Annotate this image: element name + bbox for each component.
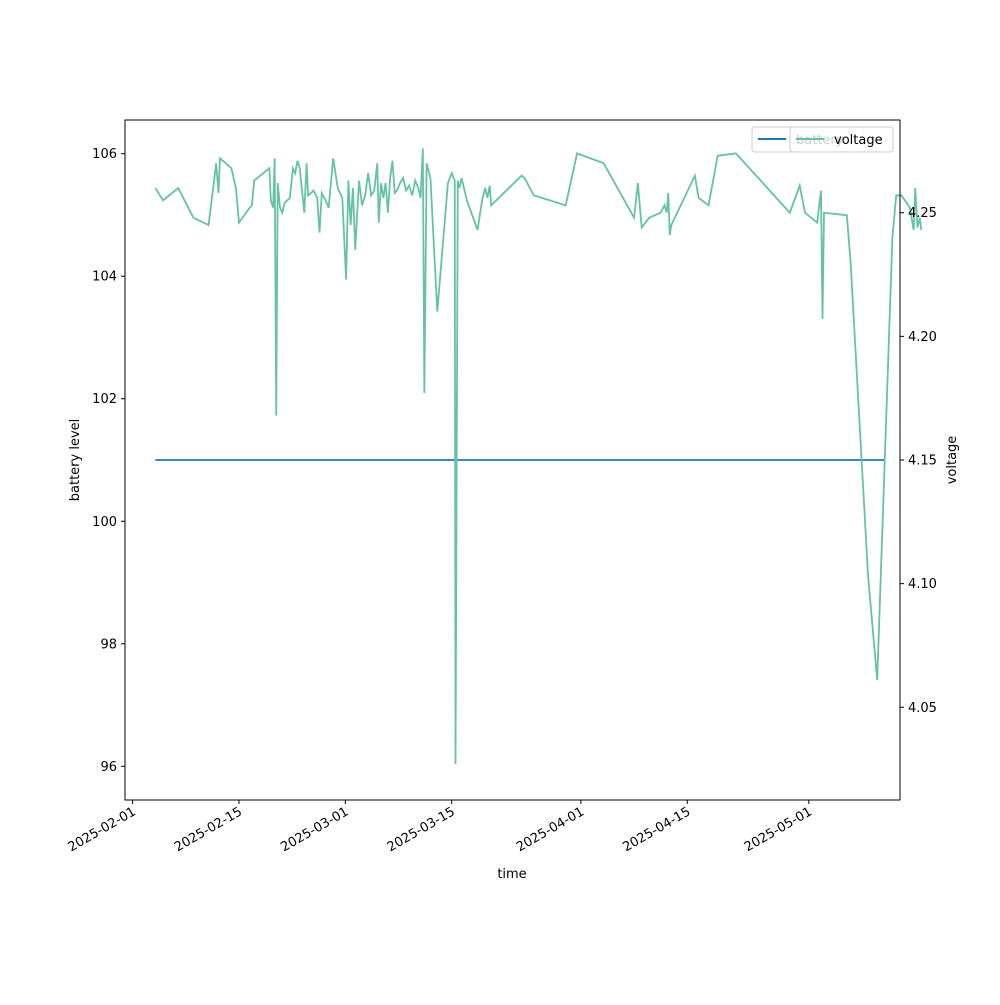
y-tick-label: 96 (100, 760, 117, 775)
y-axis-right: 4.05 4.10 4.15 4.20 4.25 (900, 206, 937, 716)
series-line-voltage (154, 148, 923, 765)
x-tick-label: 2025-02-01 (66, 804, 139, 855)
y2-tick-label: 4.15 (908, 454, 937, 469)
legend-1: voltage (789, 126, 894, 153)
y-tick-label: 102 (92, 392, 117, 407)
y2-tick-label: 4.25 (908, 206, 937, 221)
y-tick-label: 106 (92, 147, 117, 162)
y-tick-label: 98 (100, 637, 117, 652)
x-axis: 2025-02-01 2025-02-15 2025-03-01 2025-03-15… (66, 800, 815, 855)
x-axis-label: time (497, 867, 526, 882)
x-tick-label: 2025-03-01 (278, 804, 351, 855)
legend-box (789, 126, 894, 153)
x-tick-label: 2025-04-01 (514, 804, 587, 855)
y2-tick-label: 4.05 (908, 701, 937, 716)
x-tick-label: 2025-05-01 (742, 804, 815, 855)
chart-marks (154, 148, 923, 765)
y2-tick-label: 4.10 (908, 577, 937, 592)
y2-tick-label: 4.20 (908, 330, 937, 345)
y-axis-label: battery level (68, 419, 83, 502)
legends: batteryvoltage (751, 126, 894, 153)
x-tick-label: 2025-02-15 (172, 804, 245, 855)
y-axis-left: 96 98 100 102 104 106 (92, 147, 125, 775)
y-tick-label: 104 (92, 270, 117, 285)
x-tick-label: 2025-04-15 (620, 804, 693, 855)
y-tick-label: 100 (92, 515, 117, 530)
x-tick-label: 2025-03-15 (385, 804, 458, 855)
legend-label: voltage (834, 133, 883, 148)
y2-axis-label: voltage (945, 436, 960, 485)
